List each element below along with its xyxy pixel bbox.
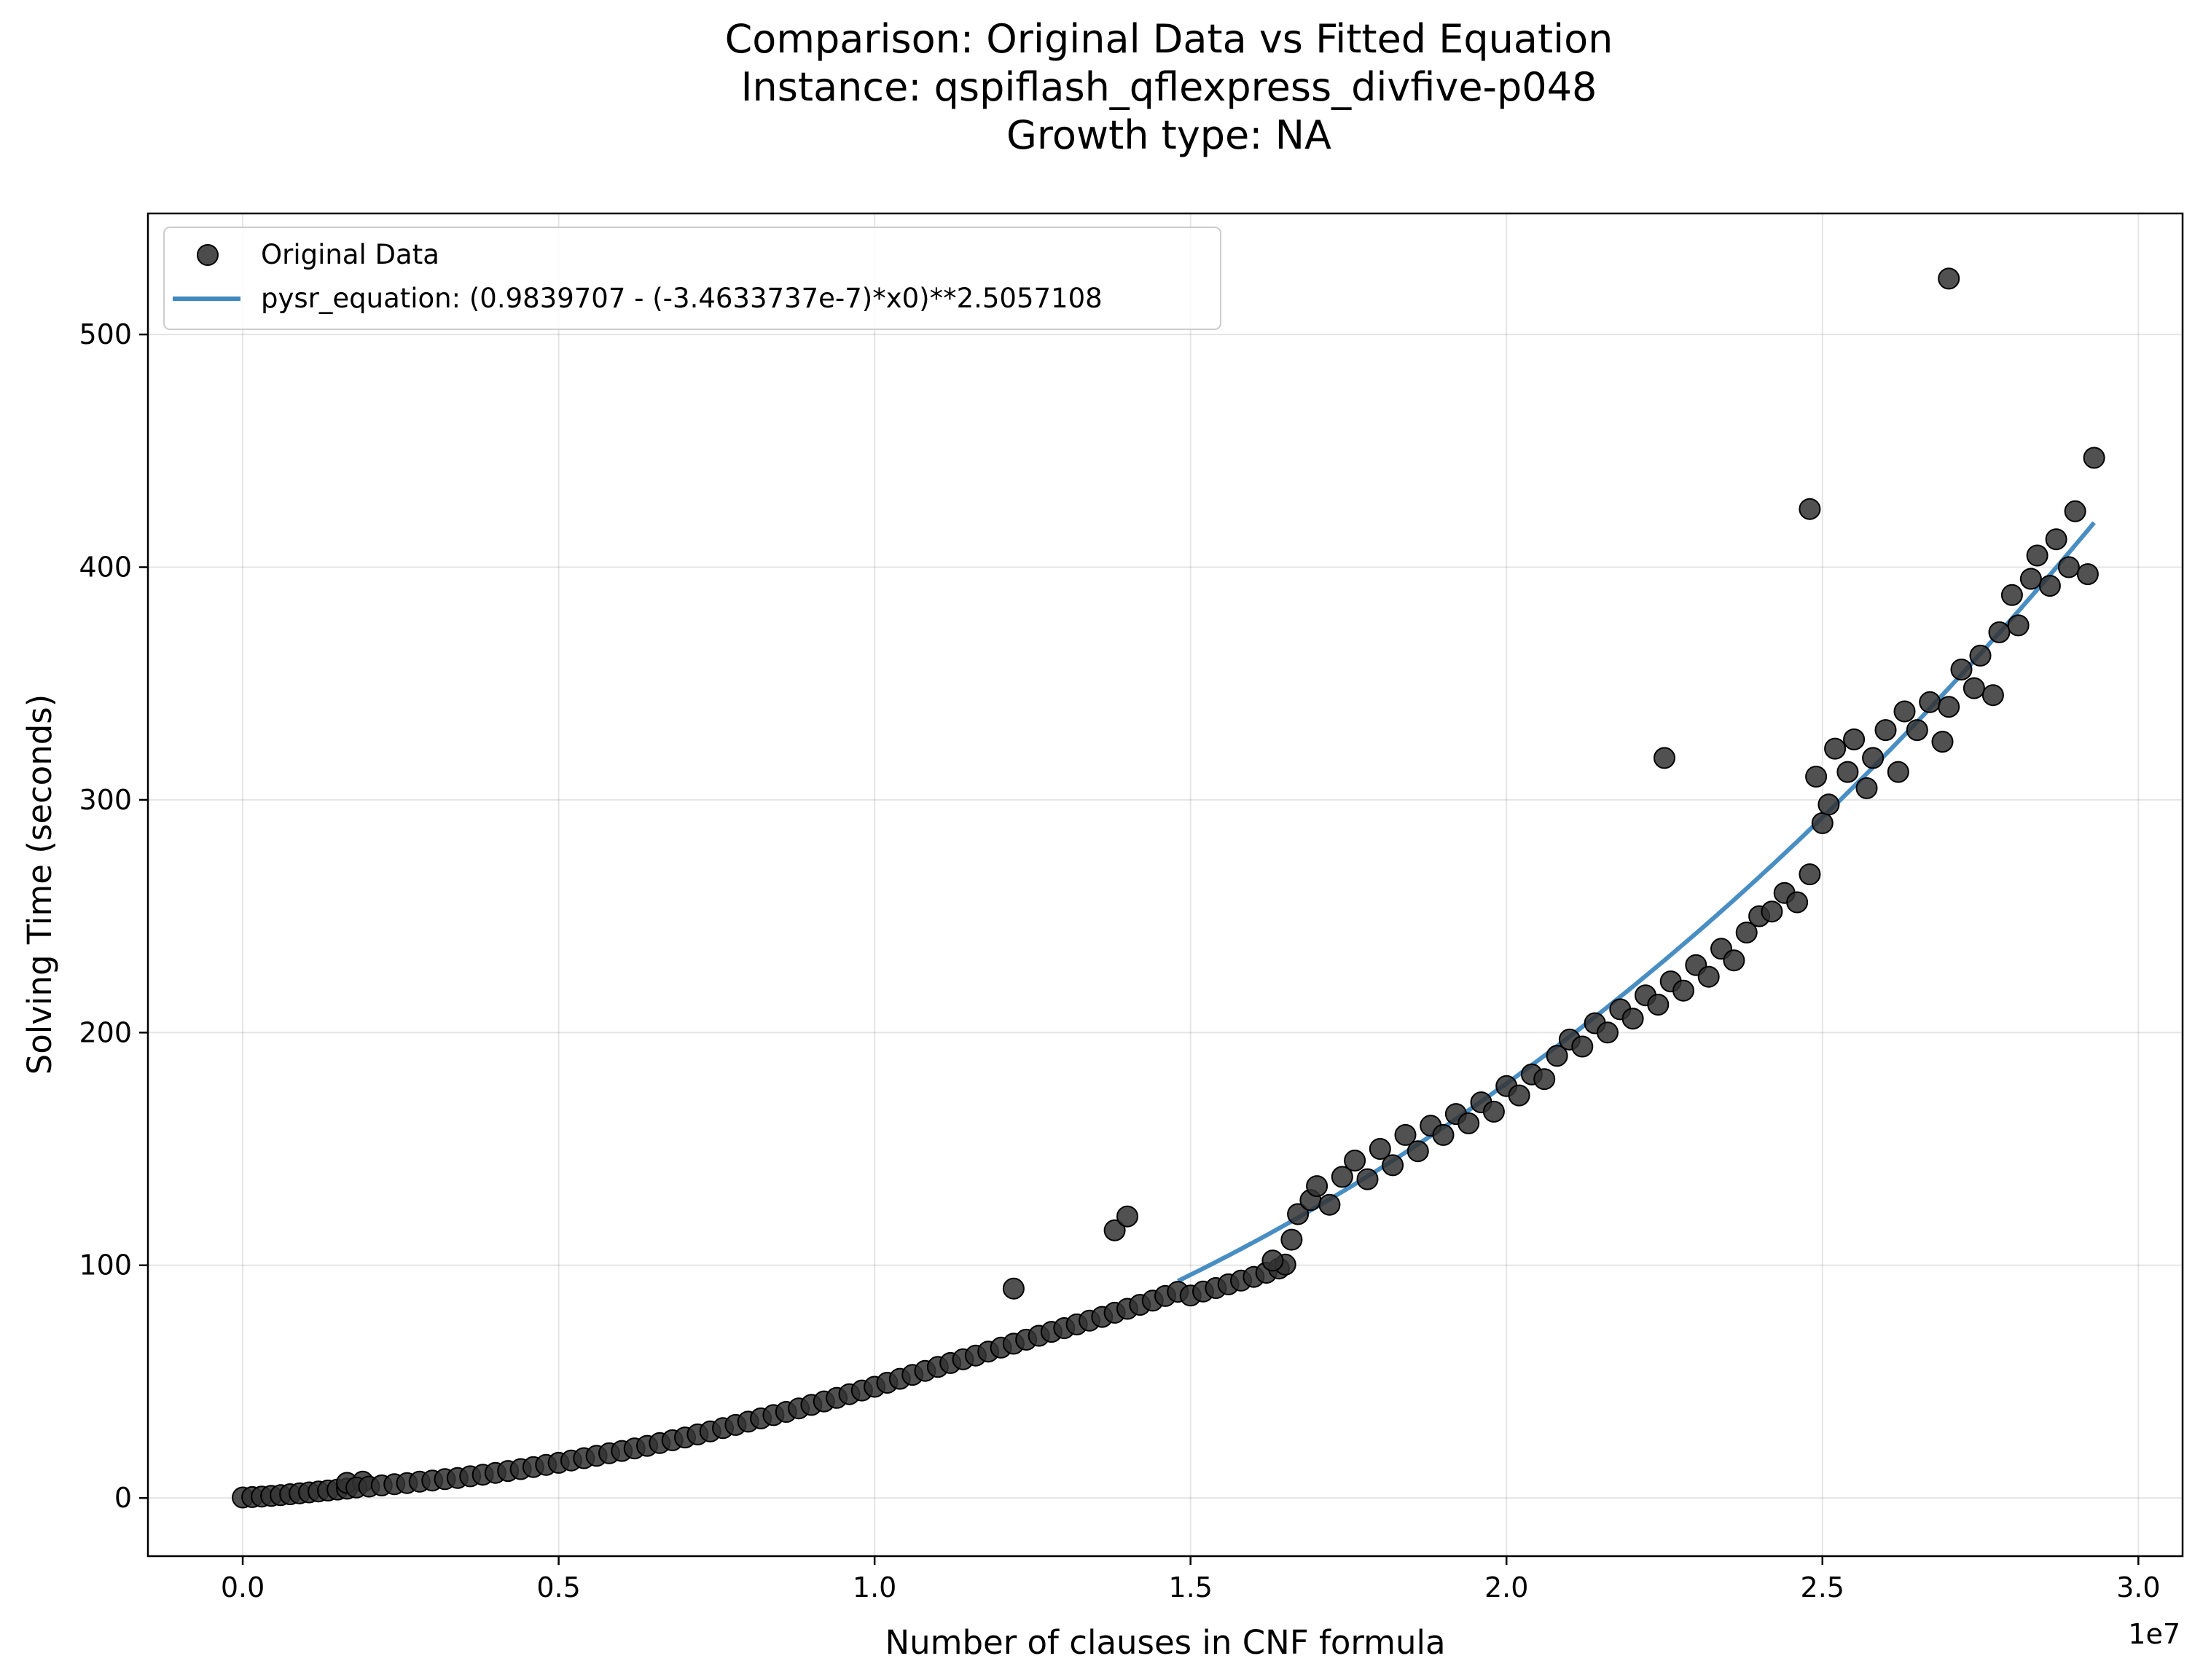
data-point xyxy=(1843,728,1866,750)
fit-line-layer xyxy=(1176,521,2096,1284)
grid xyxy=(148,213,2183,1556)
data-point xyxy=(2064,500,2086,522)
data-point xyxy=(1571,1035,1594,1058)
data-point xyxy=(1862,747,1885,769)
data-point xyxy=(1116,1205,1138,1228)
data-point xyxy=(1981,684,2004,707)
data-point xyxy=(1799,863,1821,886)
data-point xyxy=(1406,1140,1429,1163)
data-point xyxy=(1344,1150,1366,1171)
data-point xyxy=(1369,1138,1391,1160)
data-point xyxy=(1697,965,1720,988)
data-point xyxy=(1950,659,1973,680)
x-tick-label: 2.5 xyxy=(1801,1571,1844,1604)
data-point xyxy=(1855,777,1878,799)
x-tick-label: 0.0 xyxy=(221,1571,265,1604)
x-axis-label: Number of clauses in CNF formula xyxy=(885,1623,1445,1662)
x-tick-label: 1.5 xyxy=(1168,1571,1212,1604)
data-point xyxy=(2007,614,2030,637)
data-point xyxy=(2076,563,2099,586)
x-tick-label: 3.0 xyxy=(2116,1571,2160,1604)
data-point xyxy=(1919,691,1941,713)
data-point xyxy=(1893,700,1916,723)
x-axis-ticks: 0.0 0.5 1.0 1.5 2.0 2.5 3.0 xyxy=(221,1556,2161,1604)
chart-title-line-1: Comparison: Original Data vs Fitted Equa… xyxy=(725,16,1613,62)
data-point xyxy=(1261,1249,1284,1272)
data-point xyxy=(1761,900,1783,923)
scatter-points xyxy=(232,267,2105,1509)
plot-area-frame xyxy=(146,212,2184,1558)
data-point xyxy=(1811,812,1834,834)
data-point xyxy=(1969,644,1992,667)
data-point xyxy=(2045,528,2067,551)
legend-label-fit-line: pysr_equation: (0.9839707 - (-3.4633737e… xyxy=(261,283,1103,314)
data-point xyxy=(1817,793,1840,816)
legend-label-original-data: Original Data xyxy=(261,239,439,270)
legend-marker-original-data xyxy=(197,244,219,266)
y-tick-label: 500 xyxy=(79,318,132,350)
data-point xyxy=(1647,994,1670,1016)
data-point xyxy=(2057,556,2080,578)
x-tick-label: 0.5 xyxy=(536,1571,580,1604)
data-point xyxy=(1824,737,1847,760)
data-point xyxy=(1306,1175,1329,1198)
chart-title-line-2: Instance: qspiflash_qflexpress_divfive-p… xyxy=(741,64,1597,110)
data-point xyxy=(1382,1154,1404,1177)
chart-title-line-3: Growth type: NA xyxy=(1006,112,1331,158)
x-tick-label: 1.0 xyxy=(853,1571,896,1604)
data-point xyxy=(1356,1168,1379,1190)
fit-line xyxy=(1176,521,2096,1284)
data-point xyxy=(2038,575,2061,597)
data-point xyxy=(1906,719,1928,742)
data-point xyxy=(1672,979,1694,1002)
data-point xyxy=(1533,1068,1556,1091)
data-point xyxy=(1318,1193,1341,1216)
data-point xyxy=(1805,766,1828,788)
data-point xyxy=(1799,498,1821,520)
y-tick-label: 0 xyxy=(114,1482,132,1514)
x-tick-label: 2.0 xyxy=(1484,1571,1528,1604)
x-axis-offset-label: 1e7 xyxy=(2128,1618,2180,1650)
data-point xyxy=(2000,584,2023,606)
y-tick-label: 100 xyxy=(79,1249,132,1281)
data-point xyxy=(1597,1021,1619,1044)
data-point xyxy=(1331,1166,1353,1188)
y-tick-label: 300 xyxy=(79,784,132,816)
data-point xyxy=(1874,719,1897,742)
legend-box xyxy=(163,227,1221,330)
data-point xyxy=(2026,544,2049,567)
data-point xyxy=(2019,568,2042,590)
data-point xyxy=(1432,1123,1455,1146)
data-point xyxy=(1103,1219,1126,1241)
data-point xyxy=(2083,447,2105,469)
data-point xyxy=(1394,1123,1417,1146)
data-point xyxy=(1280,1228,1303,1251)
data-point xyxy=(1482,1100,1505,1123)
data-point xyxy=(1621,1008,1644,1030)
data-point xyxy=(1546,1045,1568,1067)
data-point xyxy=(1002,1277,1025,1300)
data-point xyxy=(1938,267,1960,290)
data-point xyxy=(1963,677,1985,699)
y-axis-ticks: 0 100 200 300 400 500 xyxy=(79,318,148,1514)
y-tick-label: 200 xyxy=(79,1016,132,1048)
data-point xyxy=(1836,761,1859,783)
data-point xyxy=(1988,621,2011,643)
y-axis-label: Solving Time (seconds) xyxy=(20,694,59,1075)
data-point xyxy=(1735,922,1758,943)
data-point xyxy=(1887,761,1909,783)
data-point xyxy=(1508,1084,1530,1107)
data-point xyxy=(1786,891,1809,914)
data-point xyxy=(1938,696,1960,718)
y-tick-label: 400 xyxy=(79,552,132,584)
data-point xyxy=(1723,949,1745,972)
legend: Original Data pysr_equation: (0.9839707 … xyxy=(163,227,1221,330)
data-point xyxy=(1654,747,1675,769)
data-point xyxy=(1931,731,1954,753)
data-point xyxy=(1457,1112,1480,1134)
data-point xyxy=(1287,1203,1310,1225)
